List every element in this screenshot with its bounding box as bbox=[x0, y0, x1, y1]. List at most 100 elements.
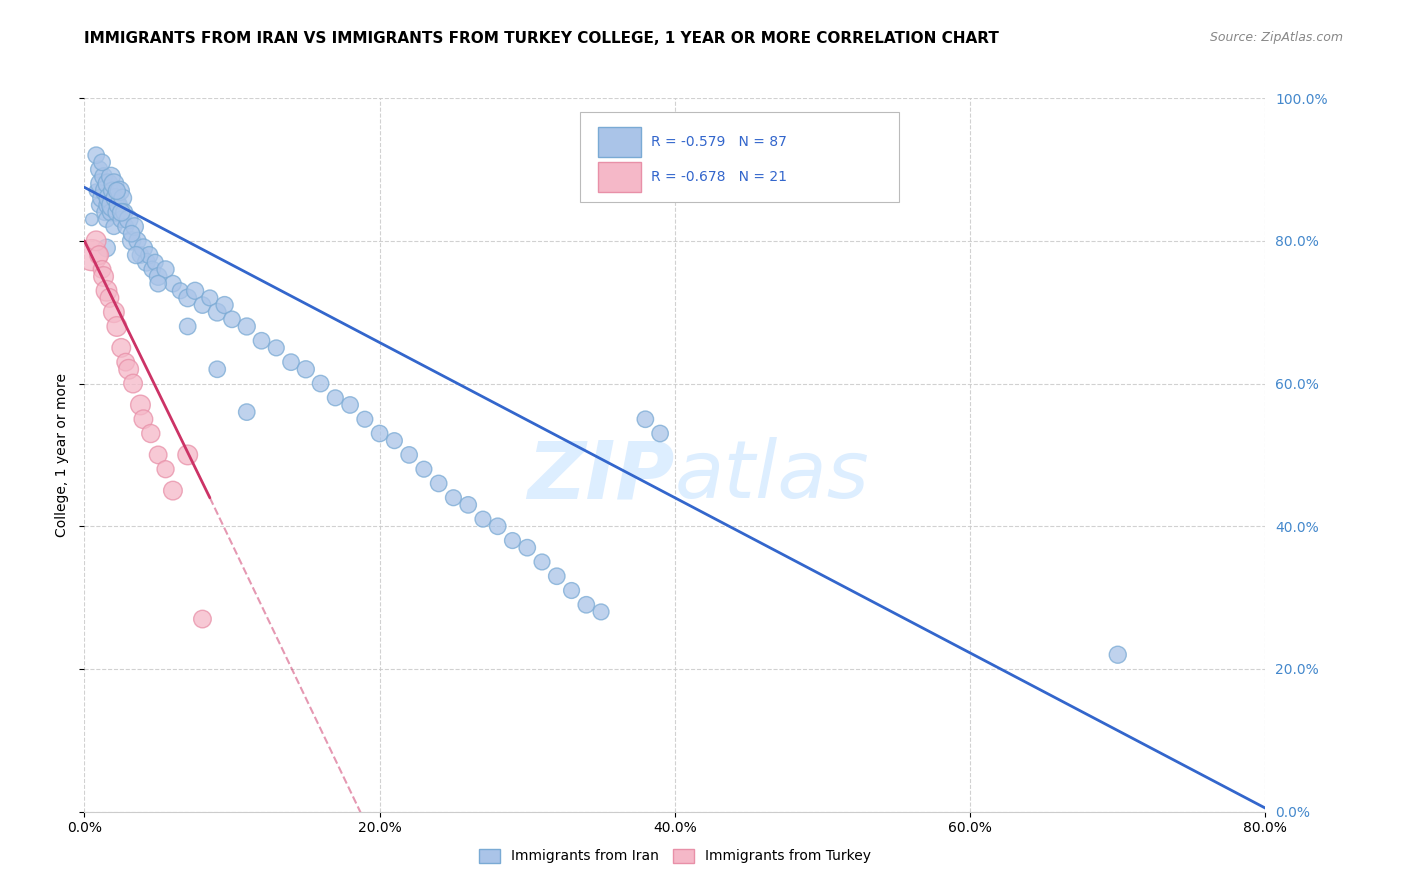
Point bbox=[205, 362, 228, 376]
Point bbox=[155, 462, 177, 476]
Point bbox=[90, 177, 112, 191]
Point bbox=[177, 448, 200, 462]
Point bbox=[169, 284, 191, 298]
Y-axis label: College, 1 year or more: College, 1 year or more bbox=[55, 373, 69, 537]
Point bbox=[368, 426, 391, 441]
Point bbox=[382, 434, 406, 448]
Point bbox=[135, 255, 157, 269]
Point bbox=[516, 541, 538, 555]
Point bbox=[103, 305, 125, 319]
Point bbox=[427, 476, 450, 491]
Point bbox=[100, 169, 122, 184]
Point bbox=[96, 241, 118, 255]
Point bbox=[441, 491, 464, 505]
Point bbox=[323, 391, 347, 405]
Point bbox=[132, 241, 155, 255]
Point bbox=[221, 312, 243, 326]
Point bbox=[295, 362, 318, 376]
Point bbox=[177, 319, 200, 334]
Point bbox=[91, 155, 114, 169]
Point bbox=[575, 598, 598, 612]
Point bbox=[177, 291, 200, 305]
Point bbox=[472, 512, 495, 526]
Point bbox=[250, 334, 273, 348]
Point bbox=[84, 184, 107, 198]
Point bbox=[122, 376, 145, 391]
Point bbox=[205, 305, 228, 319]
Point bbox=[110, 341, 132, 355]
Point bbox=[148, 269, 170, 284]
Point bbox=[139, 426, 162, 441]
FancyBboxPatch shape bbox=[598, 162, 641, 193]
Point bbox=[89, 162, 111, 177]
Point bbox=[118, 212, 141, 227]
Point bbox=[112, 205, 135, 219]
Point bbox=[80, 248, 103, 262]
Point bbox=[97, 198, 120, 212]
Point bbox=[155, 262, 177, 277]
Point bbox=[107, 198, 129, 212]
Point bbox=[634, 412, 657, 426]
Point bbox=[103, 219, 125, 234]
Point bbox=[89, 248, 111, 262]
Point bbox=[591, 605, 613, 619]
Point bbox=[105, 319, 128, 334]
Point bbox=[148, 277, 170, 291]
Point bbox=[148, 448, 170, 462]
Point bbox=[111, 191, 134, 205]
Point bbox=[91, 191, 114, 205]
Text: R = -0.579   N = 87: R = -0.579 N = 87 bbox=[651, 135, 787, 149]
Point bbox=[339, 398, 361, 412]
Point bbox=[198, 291, 221, 305]
Point bbox=[138, 248, 160, 262]
Point bbox=[89, 198, 111, 212]
Text: Source: ZipAtlas.com: Source: ZipAtlas.com bbox=[1209, 31, 1343, 45]
Point bbox=[354, 412, 377, 426]
Point bbox=[110, 212, 132, 227]
Point bbox=[486, 519, 509, 533]
Point bbox=[96, 212, 118, 227]
Point bbox=[191, 612, 214, 626]
Point bbox=[98, 291, 121, 305]
Point bbox=[80, 212, 103, 227]
Point bbox=[162, 483, 184, 498]
Point bbox=[132, 412, 155, 426]
Point bbox=[103, 177, 125, 191]
Point bbox=[648, 426, 672, 441]
FancyBboxPatch shape bbox=[598, 127, 641, 157]
Point bbox=[264, 341, 288, 355]
Point bbox=[97, 177, 120, 191]
Point bbox=[101, 184, 124, 198]
Point bbox=[93, 169, 115, 184]
Point bbox=[121, 234, 143, 248]
Point bbox=[141, 262, 163, 277]
Point bbox=[1107, 648, 1129, 662]
Point bbox=[127, 234, 149, 248]
Point bbox=[309, 376, 332, 391]
Point bbox=[398, 448, 420, 462]
Point bbox=[104, 191, 127, 205]
FancyBboxPatch shape bbox=[581, 112, 900, 202]
Text: atlas: atlas bbox=[675, 437, 870, 516]
Point bbox=[105, 184, 128, 198]
Point bbox=[501, 533, 523, 548]
Point bbox=[236, 319, 259, 334]
Point bbox=[129, 398, 152, 412]
Text: R = -0.678   N = 21: R = -0.678 N = 21 bbox=[651, 170, 787, 185]
Point bbox=[98, 191, 121, 205]
Point bbox=[214, 298, 236, 312]
Point bbox=[413, 462, 436, 476]
Point bbox=[84, 234, 107, 248]
Text: ZIP: ZIP bbox=[527, 437, 675, 516]
Point bbox=[457, 498, 479, 512]
Point bbox=[530, 555, 553, 569]
Point bbox=[184, 284, 207, 298]
Text: IMMIGRANTS FROM IRAN VS IMMIGRANTS FROM TURKEY COLLEGE, 1 YEAR OR MORE CORRELATI: IMMIGRANTS FROM IRAN VS IMMIGRANTS FROM … bbox=[84, 31, 1000, 46]
Point bbox=[103, 198, 125, 212]
Point bbox=[125, 248, 148, 262]
Point bbox=[121, 227, 143, 241]
Point bbox=[560, 583, 583, 598]
Point bbox=[546, 569, 568, 583]
Point bbox=[84, 148, 107, 162]
Point bbox=[143, 255, 166, 269]
